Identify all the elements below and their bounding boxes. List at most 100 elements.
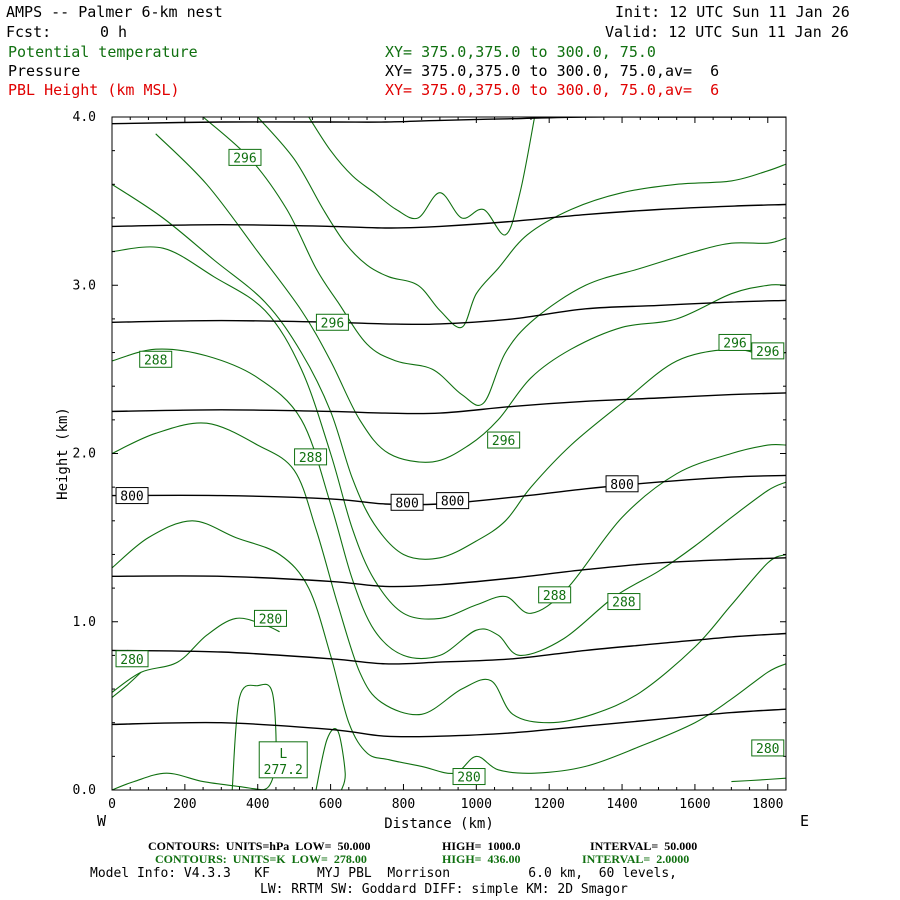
- forecast-label: Fcst:: [6, 23, 52, 41]
- y-axis-label: Height (km): [55, 407, 71, 500]
- pressure-contour-line: [112, 557, 786, 588]
- pressure-contour-label: 800: [610, 478, 633, 493]
- theta-contour-line: [155, 133, 786, 463]
- theta-contour-info: CONTOURS: UNITS=K LOW= 278.00: [155, 852, 367, 866]
- valid-time: Valid: 12 UTC Sun 11 Jan 26: [605, 23, 849, 41]
- x-tick-label: 200: [173, 797, 196, 812]
- minimum-marker-letter: L: [279, 747, 287, 762]
- theta-contour-label-box: [315, 313, 349, 331]
- minimum-marker-value: 277.2: [264, 763, 303, 778]
- theta-contour-label: 288: [144, 353, 167, 368]
- field-xy-pressure: XY= 375.0,375.0 to 300.0, 75.0,av= 6: [385, 62, 720, 80]
- theta-small-contour: [315, 728, 346, 790]
- theta-contour-label-box: [294, 448, 328, 466]
- x-tick-label: 800: [392, 797, 415, 812]
- pressure-contour-label-box: [390, 493, 424, 511]
- theta-contour-line: [112, 348, 786, 660]
- theta-contour-label: 288: [299, 451, 322, 466]
- theta-contour-label: 296: [233, 151, 256, 166]
- theta-contour-label: 288: [543, 589, 566, 604]
- theta-contour-label-box: [228, 148, 262, 166]
- theta-contour-label-box: [607, 593, 641, 611]
- field-xy-theta: XY= 375.0,375.0 to 300.0, 75.0: [385, 43, 656, 61]
- theta-contour-label: 280: [120, 653, 143, 668]
- theta-contour-label: 296: [723, 336, 746, 351]
- east-label: E: [800, 812, 810, 830]
- physics-info: LW: RRTM SW: Goddard DIFF: simple KM: 2D…: [260, 882, 628, 897]
- theta-contour-label: 296: [492, 434, 515, 449]
- y-tick-label: 1.0: [73, 615, 96, 630]
- model-info: Model Info: V4.3.3 KF MYJ PBL Morrison 6…: [90, 866, 677, 881]
- pressure-contour-line: [112, 392, 786, 415]
- y-tick-label: 3.0: [73, 278, 96, 293]
- west-label: W: [97, 812, 107, 830]
- theta-contour-label: 280: [457, 771, 480, 786]
- theta-contour-line: [202, 117, 786, 406]
- theta-contour-label: 280: [756, 742, 779, 757]
- init-time: Init: 12 UTC Sun 11 Jan 26: [615, 3, 850, 21]
- pressure-contours: [112, 117, 786, 738]
- theta-contour-line: [112, 422, 786, 724]
- theta-contour-label: 296: [756, 345, 779, 360]
- pressure-contour-info: CONTOURS: UNITS=hPa LOW= 50.000: [148, 839, 371, 853]
- x-tick-label: 600: [319, 797, 342, 812]
- pressure-contour-label-box: [605, 475, 639, 493]
- pressure-contour-label: 800: [441, 495, 464, 510]
- forecast-value: 0 h: [100, 23, 128, 41]
- theta-contour-label: 280: [259, 612, 282, 627]
- theta-contour-label-box: [751, 739, 785, 757]
- theta-contour-label-box: [115, 650, 149, 668]
- theta-contours: [112, 117, 786, 790]
- minimum-marker-box: [258, 741, 308, 779]
- theta-contour-high: HIGH= 436.00: [442, 852, 521, 866]
- pressure-contour-label: 800: [395, 496, 418, 511]
- theta-contour-line: [112, 520, 786, 775]
- theta-contour-line: [257, 117, 786, 329]
- theta-contour-line: [112, 772, 287, 790]
- theta-contour-label: 296: [321, 316, 344, 331]
- theta-contour-label-box: [139, 350, 173, 368]
- theta-contour-line: [308, 117, 536, 236]
- theta-contour-line: [112, 246, 786, 620]
- x-tick-label: 1200: [534, 797, 565, 812]
- theta-contour-label-box: [751, 342, 785, 360]
- pressure-contour-line: [112, 299, 786, 326]
- pressure-contour-line: [112, 203, 786, 229]
- theta-contour-label: 288: [612, 596, 635, 611]
- contour-labels: 800 800 800 800 296 296 288 296 296 296 288 288 288 2…: [115, 148, 785, 786]
- y-tick-label: 2.0: [73, 447, 96, 462]
- theta-contour-label-box: [718, 333, 752, 351]
- y-tick-label: 4.0: [73, 110, 96, 125]
- theta-contour-label-box: [452, 768, 486, 786]
- theta-contour-line: [112, 671, 142, 698]
- theta-contour-interval: INTERVAL= 2.0000: [582, 852, 690, 866]
- field-xy-pbl: XY= 375.0,375.0 to 300.0, 75.0,av= 6: [385, 81, 720, 99]
- plot-frame: [111, 116, 787, 791]
- x-tick-label: 400: [246, 797, 269, 812]
- x-tick-label: 0: [108, 797, 116, 812]
- pressure-contour-interval: INTERVAL= 50.000: [590, 839, 698, 853]
- pressure-contour-label: 800: [120, 490, 143, 505]
- model-title: AMPS -- Palmer 6-km nest: [6, 3, 223, 21]
- theta-contour-label-box: [538, 586, 572, 604]
- x-tick-label: 1600: [679, 797, 710, 812]
- pressure-contour-label-box: [436, 492, 470, 510]
- theta-contour-line: [731, 777, 786, 783]
- theta-contour-line: [112, 183, 786, 560]
- field-name-pressure: Pressure: [8, 62, 81, 80]
- x-tick-label: 1400: [606, 797, 637, 812]
- theta-contour-label-box: [253, 609, 287, 627]
- pressure-contour-line: [112, 708, 786, 738]
- field-name-pbl: PBL Height (km MSL): [8, 81, 180, 99]
- x-tick-label: 1800: [752, 797, 783, 812]
- theta-contour-label-box: [487, 431, 521, 449]
- pressure-contour-line: [112, 632, 786, 665]
- y-tick-label: 0.0: [73, 783, 96, 798]
- chart-axes: 0 200 400 600 800 1000 1200 1400 1600 1800 0.0 1.0 2…: [55, 110, 787, 832]
- x-tick-label: 1000: [461, 797, 492, 812]
- field-name-theta: Potential temperature: [8, 43, 198, 61]
- pressure-contour-label-box: [115, 487, 149, 505]
- pressure-contour-high: HIGH= 1000.0: [442, 839, 521, 853]
